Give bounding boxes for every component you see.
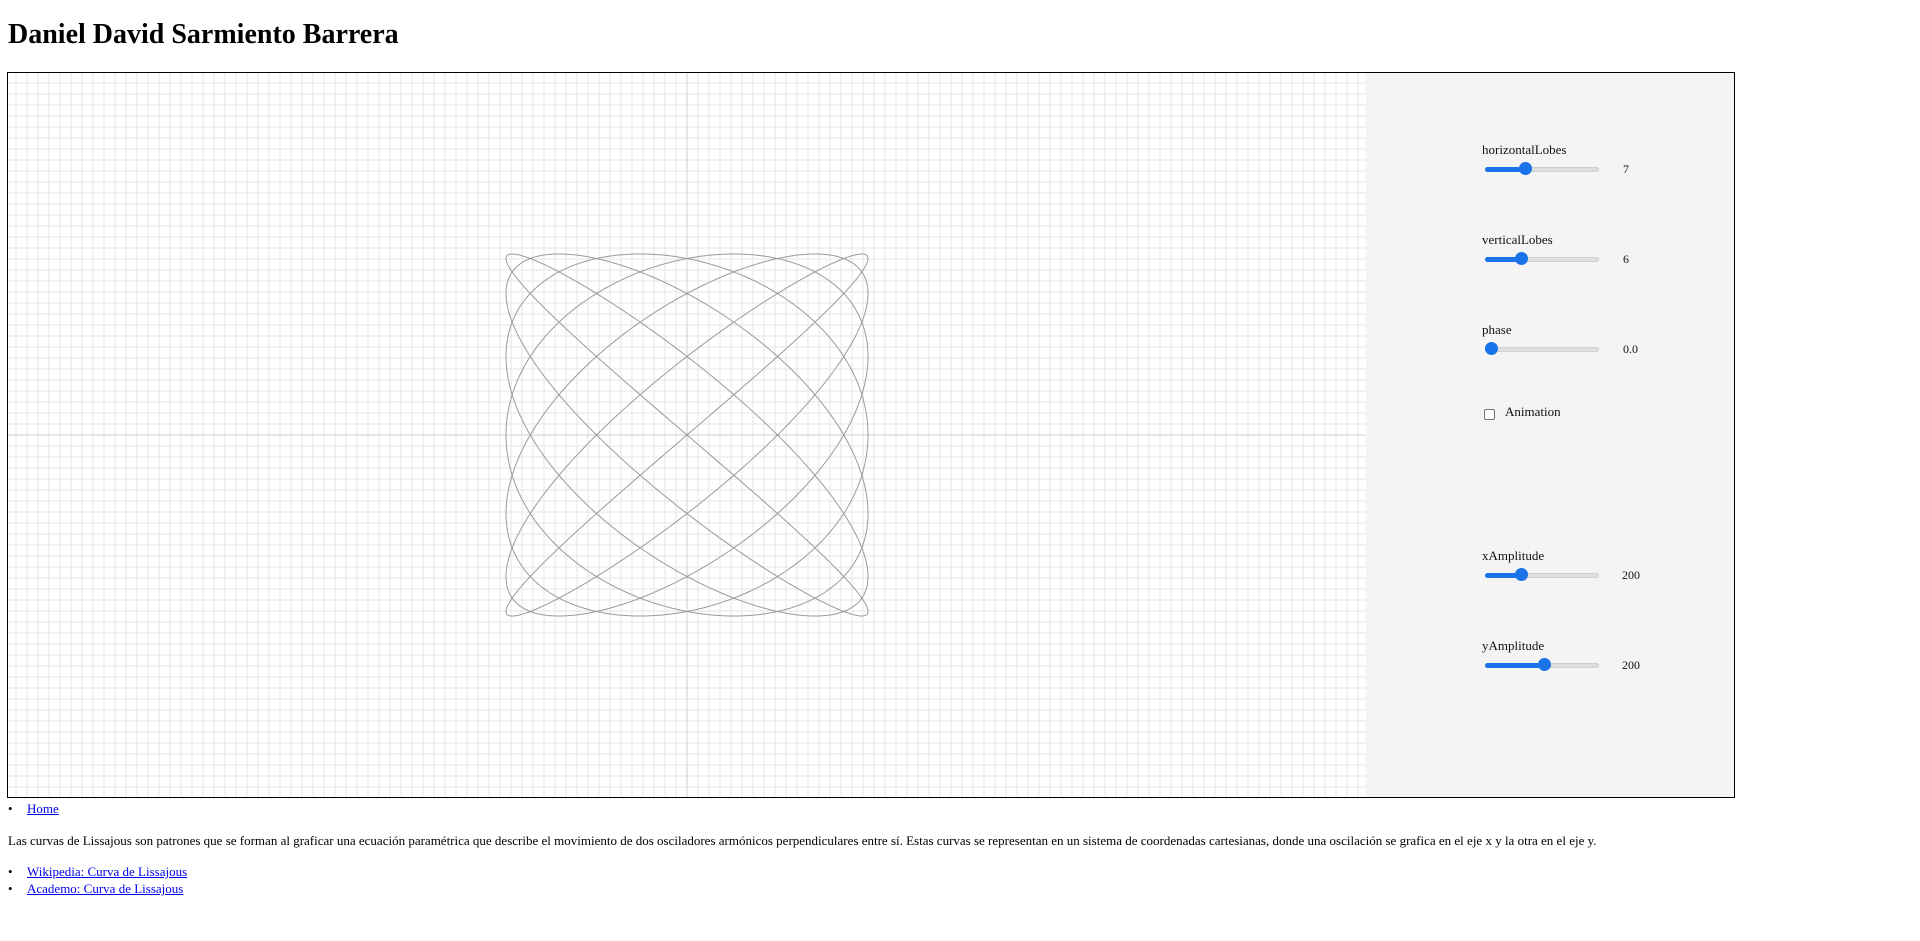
slider-thumb[interactable]	[1485, 342, 1498, 355]
slider-track	[1485, 347, 1599, 352]
horizontal-lobes-value: 7	[1623, 162, 1629, 176]
vertical-lobes-label: verticalLobes	[1482, 232, 1553, 247]
horizontal-lobes-slider[interactable]	[1485, 162, 1599, 176]
list-item: • Home	[8, 800, 59, 817]
vertical-lobes-slider[interactable]	[1485, 252, 1599, 266]
x-amplitude-slider[interactable]	[1485, 568, 1599, 582]
description-text: Las curvas de Lissajous son patrones que…	[8, 833, 1597, 848]
slider-fill	[1485, 257, 1521, 262]
y-amplitude-slider[interactable]	[1485, 658, 1599, 672]
animation-label: Animation	[1505, 404, 1561, 419]
lissajous-curve	[505, 253, 869, 617]
phase-slider[interactable]	[1485, 342, 1599, 356]
slider-thumb[interactable]	[1514, 568, 1528, 581]
sketch-container: horizontalLobes 7 verticalLobes 6 phase …	[7, 72, 1735, 798]
y-amplitude-label: yAmplitude	[1482, 638, 1545, 653]
references-list: • Wikipedia: Curva de Lissajous • Academ…	[8, 863, 187, 897]
slider-thumb[interactable]	[1518, 162, 1532, 175]
slider-thumb[interactable]	[1514, 252, 1528, 265]
x-amplitude-label: xAmplitude	[1482, 548, 1545, 563]
page-title: Daniel David Sarmiento Barrera	[8, 19, 399, 50]
slider-fill	[1485, 573, 1521, 578]
bullet: •	[8, 864, 13, 879]
slider-fill	[1485, 663, 1545, 668]
slider-fill	[1485, 167, 1525, 172]
lissajous-canvas[interactable]	[8, 73, 1366, 797]
animation-checkbox[interactable]	[1484, 409, 1495, 420]
horizontal-lobes-label: horizontalLobes	[1482, 142, 1567, 157]
home-link[interactable]: Home	[27, 801, 59, 816]
controls-panel: horizontalLobes 7 verticalLobes 6 phase …	[1366, 73, 1734, 797]
bullet: •	[8, 881, 13, 896]
list-item: • Academo: Curva de Lissajous	[8, 880, 187, 897]
list-item: • Wikipedia: Curva de Lissajous	[8, 863, 187, 880]
bullet: •	[8, 801, 13, 816]
phase-label: phase	[1482, 322, 1512, 337]
vertical-lobes-value: 6	[1623, 252, 1629, 266]
academo-link[interactable]: Academo: Curva de Lissajous	[27, 881, 184, 896]
wikipedia-link[interactable]: Wikipedia: Curva de Lissajous	[27, 864, 188, 879]
y-amplitude-value: 200	[1622, 658, 1640, 672]
phase-value: 0.0	[1623, 342, 1638, 356]
slider-thumb[interactable]	[1538, 658, 1552, 671]
x-amplitude-value: 200	[1622, 568, 1640, 582]
nav-list: • Home	[8, 800, 59, 817]
